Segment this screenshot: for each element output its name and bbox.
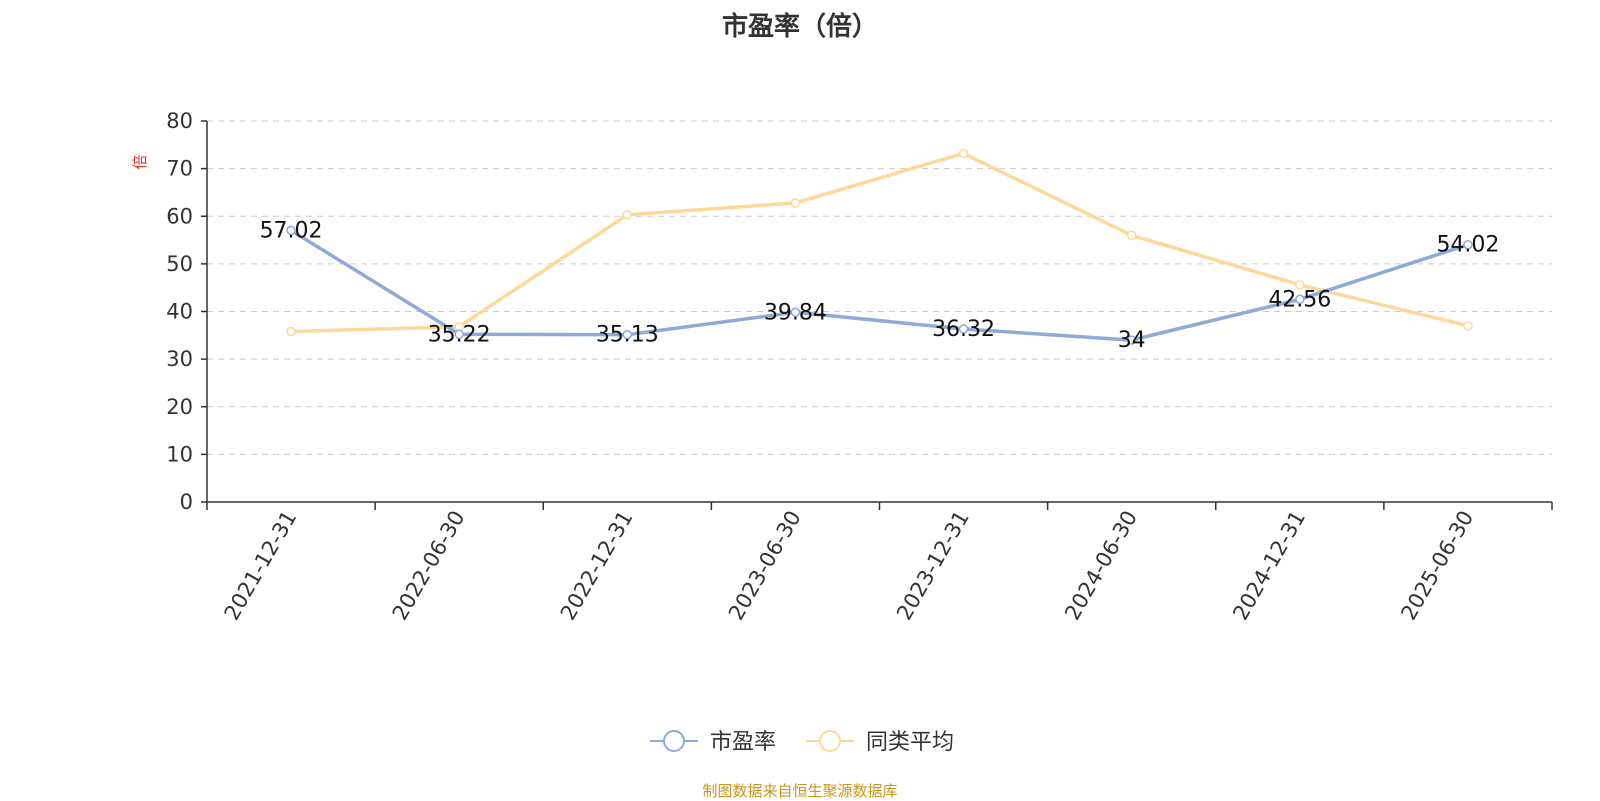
- data-point: [1295, 280, 1305, 290]
- data-point: [286, 225, 296, 236]
- y-tick-label: 50: [166, 252, 193, 276]
- data-point: [1295, 294, 1305, 305]
- y-tick-label: 70: [166, 157, 193, 181]
- data-point: [958, 148, 969, 159]
- data-point: [958, 324, 969, 334]
- x-tick-label: 2024-12-31: [1228, 507, 1310, 625]
- y-tick-label: 0: [180, 490, 193, 514]
- data-label: 34: [1118, 328, 1146, 353]
- x-tick-label: 2025-06-30: [1396, 507, 1478, 625]
- y-tick-label: 60: [166, 204, 193, 228]
- y-axis-label: 倍: [131, 154, 149, 169]
- y-tick-label: 20: [166, 395, 193, 419]
- data-label: 54.02: [1436, 233, 1499, 258]
- data-point: [790, 198, 801, 208]
- data-point: [454, 329, 464, 340]
- chart-title: 市盈率（倍）: [721, 12, 878, 42]
- data-label: 35.13: [596, 323, 659, 348]
- data-label: 36.32: [932, 317, 995, 342]
- source-note: 制图数据来自恒生聚源数据库: [702, 782, 898, 800]
- x-tick-label: 2024-06-30: [1060, 507, 1142, 625]
- data-point: [1126, 335, 1137, 345]
- data-label: 57.02: [260, 218, 323, 243]
- y-tick-label: 10: [166, 442, 193, 466]
- data-point: [622, 210, 633, 220]
- data-point: [286, 326, 296, 337]
- data-label: 39.84: [764, 300, 827, 325]
- data-point: [622, 329, 633, 340]
- data-point: [1126, 230, 1137, 241]
- legend-label: 市盈率: [710, 730, 776, 755]
- legend-marker-circle: [663, 730, 685, 752]
- data-point: [1463, 321, 1473, 331]
- x-tick-label: 2023-12-31: [892, 507, 974, 625]
- data-label: 35.22: [428, 322, 491, 347]
- y-tick-label: 40: [166, 300, 193, 324]
- series-line-1: [291, 151, 1469, 334]
- x-tick-label: 2023-06-30: [724, 507, 806, 625]
- series-line-0: [290, 228, 1469, 342]
- y-tick-label: 30: [166, 347, 193, 371]
- x-tick-label: 2022-12-31: [556, 507, 638, 625]
- legend-label: 同类平均: [866, 730, 954, 755]
- legend-marker-circle: [819, 730, 841, 752]
- data-point: [1463, 239, 1473, 250]
- y-tick-label: 80: [166, 109, 193, 133]
- x-tick-label: 2021-12-31: [220, 507, 302, 625]
- data-label: 42.56: [1268, 287, 1331, 312]
- x-tick-label: 2022-06-30: [388, 507, 470, 625]
- data-point: [790, 307, 801, 318]
